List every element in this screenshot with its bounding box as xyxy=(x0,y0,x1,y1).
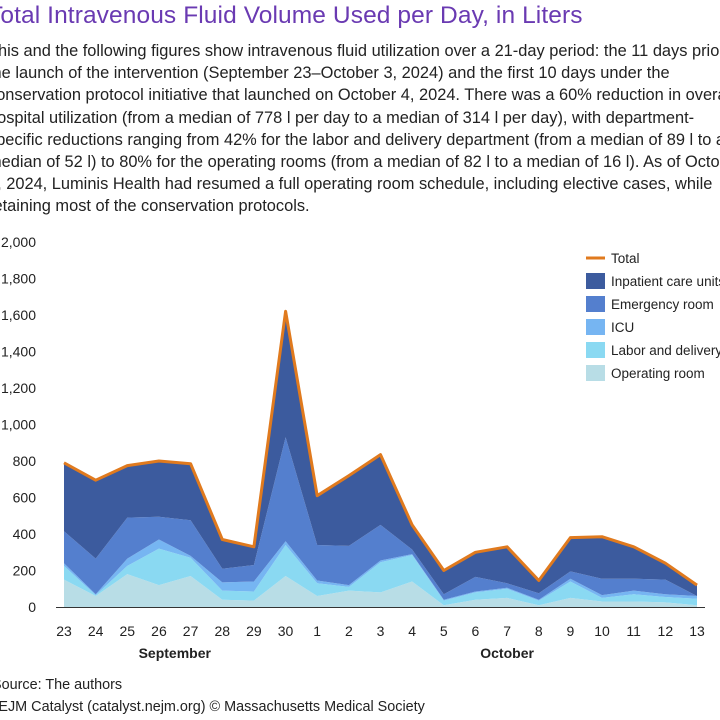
x-tick-label: 4 xyxy=(408,623,416,639)
legend-label-total: Total xyxy=(611,251,640,266)
legend-label: ICU xyxy=(611,320,634,335)
x-tick-label: 9 xyxy=(567,623,575,639)
area-inpatient-care-units xyxy=(64,311,697,596)
y-tick-label: 1,800 xyxy=(1,271,36,287)
x-tick-label: 3 xyxy=(377,623,385,639)
x-tick-label: 8 xyxy=(535,623,543,639)
x-tick-label: 7 xyxy=(503,623,511,639)
x-tick-label: 29 xyxy=(246,623,262,639)
x-tick-label: 1 xyxy=(313,623,321,639)
y-axis-ticks: 0 200 400 600 800 1,000 1,200 1,400 1,600 1,800 2,… xyxy=(1,234,36,615)
x-tick-label: 28 xyxy=(214,623,230,639)
x-tick-label: 6 xyxy=(472,623,480,639)
legend-label: Emergency room xyxy=(611,297,714,312)
y-tick-label: 1,000 xyxy=(1,417,36,433)
x-tick-label: 25 xyxy=(120,623,136,639)
x-tick-label: 24 xyxy=(88,623,104,639)
month-labels: September October xyxy=(139,645,535,661)
legend-label: Operating room xyxy=(611,366,705,381)
total-line xyxy=(63,309,698,587)
x-tick-label: 23 xyxy=(56,623,72,639)
y-tick-label: 2,000 xyxy=(1,234,36,250)
legend-swatch-labor-and-delivery xyxy=(586,342,605,358)
x-tick-label: 13 xyxy=(689,623,705,639)
x-tick-label: 2 xyxy=(345,623,353,639)
legend-swatch-inpatient-care-units xyxy=(586,273,605,289)
y-tick-label: 0 xyxy=(28,599,36,615)
legend-swatch-icu xyxy=(586,319,605,335)
legend-label: Inpatient care units xyxy=(611,274,720,289)
x-tick-label: 11 xyxy=(626,623,641,639)
area-icu xyxy=(64,539,697,601)
x-tick-label: 26 xyxy=(151,623,167,639)
y-tick-label: 600 xyxy=(13,490,37,506)
y-tick-label: 200 xyxy=(13,563,37,579)
x-tick-label: 10 xyxy=(594,623,610,639)
chart-title: Total Intravenous Fluid Volume Used per … xyxy=(0,2,583,29)
x-tick-label: 12 xyxy=(658,623,674,639)
y-tick-label: 1,400 xyxy=(1,344,36,360)
y-tick-label: 400 xyxy=(13,526,37,542)
x-axis-ticks: 23 24 25 26 27 28 29 30 1 2 3 4 5 6 7 8 9 10 11 12 13 xyxy=(56,623,705,639)
total-line-group xyxy=(63,309,698,587)
x-tick-label: 27 xyxy=(183,623,199,639)
chart-description: This and the following figures show intr… xyxy=(0,42,720,216)
area-operating-room xyxy=(64,574,697,607)
area-labor-and-delivery xyxy=(64,545,697,606)
source-note: Source: The authors xyxy=(0,677,123,693)
area-series xyxy=(64,311,697,607)
credit-line: NEJM Catalyst (catalyst.nejm.org) © Mass… xyxy=(0,699,425,715)
y-tick-label: 800 xyxy=(13,453,37,469)
month-label: September xyxy=(139,645,212,661)
y-tick-label: 1,600 xyxy=(1,307,36,323)
legend: Total Inpatient care units Emergency room I… xyxy=(586,251,720,381)
area-emergency-room xyxy=(64,437,697,600)
legend-swatch-operating-room xyxy=(586,365,605,381)
legend-swatch-emergency-room xyxy=(586,296,605,312)
y-tick-label: 1,200 xyxy=(1,380,36,396)
legend-label: Labor and delivery xyxy=(611,343,720,358)
x-tick-label: 5 xyxy=(440,623,448,639)
x-tick-label: 30 xyxy=(278,623,294,639)
month-label: October xyxy=(480,645,534,661)
